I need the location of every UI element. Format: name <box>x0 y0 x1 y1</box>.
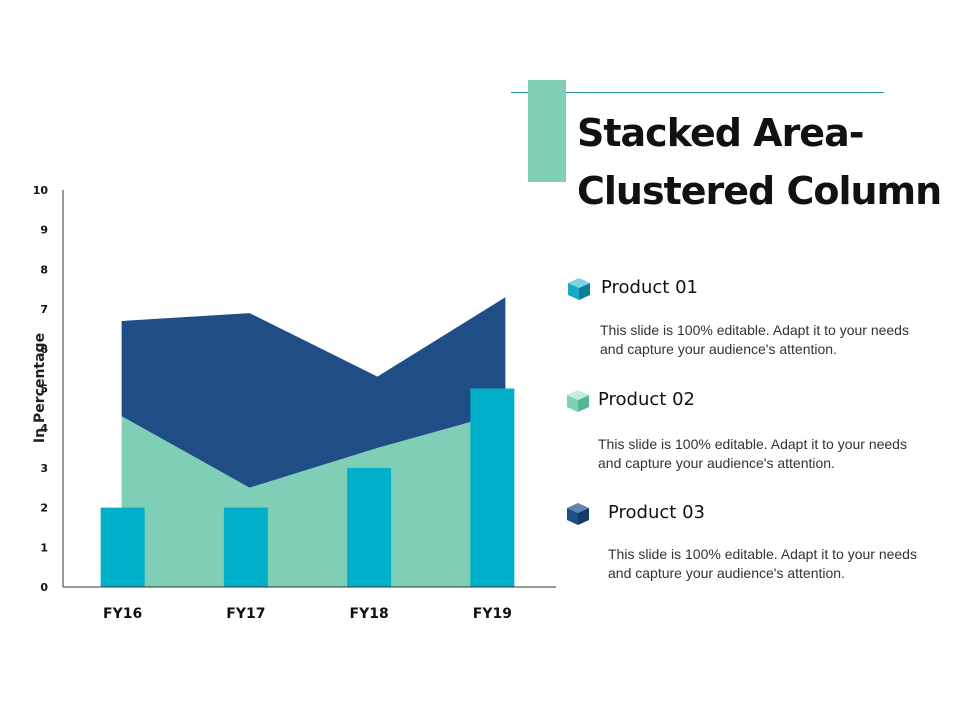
accent-block <box>528 80 566 182</box>
title-line-2: Clustered Column <box>577 169 942 213</box>
y-tick-label: 0 <box>40 581 48 594</box>
y-tick-label: 5 <box>40 383 48 396</box>
cube-icon <box>567 503 589 525</box>
product-01-title: Product 01 <box>601 277 698 298</box>
product-03-title: Product 03 <box>608 502 705 523</box>
column-bar <box>347 467 392 587</box>
column-bar <box>470 388 515 587</box>
cube-icon <box>567 390 589 412</box>
x-tick-label: FY17 <box>226 606 265 622</box>
product-02-title: Product 02 <box>598 389 695 410</box>
title-line-1: Stacked Area- <box>577 111 865 155</box>
x-tick-label: FY19 <box>473 606 512 622</box>
product-03-description: This slide is 100% editable. Adapt it to… <box>608 546 917 581</box>
y-tick-label: 4 <box>40 422 48 435</box>
y-tick-label: 9 <box>40 224 48 237</box>
x-tick-label: FY18 <box>350 606 389 622</box>
area-series-top <box>121 297 506 488</box>
column-bar <box>223 507 268 587</box>
y-tick-label: 2 <box>40 502 48 515</box>
product-02-description: This slide is 100% editable. Adapt it to… <box>598 436 907 471</box>
y-tick-label: 6 <box>40 343 48 356</box>
page-title: Stacked Area- Clustered Column <box>577 104 957 220</box>
stacked-area-clustered-column-chart: 0 1 2 3 4 5 6 7 8 9 10 FY16 FY17 FY18 FY19 In Percentag… <box>32 184 556 622</box>
x-tick-label: FY16 <box>103 606 142 622</box>
y-tick-label: 3 <box>40 462 48 475</box>
y-tick-label: 8 <box>40 263 48 276</box>
accent-line <box>511 92 884 93</box>
y-axis-label: In Percentage <box>32 333 48 443</box>
y-tick-label: 10 <box>33 184 49 197</box>
cube-icon <box>568 278 590 300</box>
y-tick-label: 7 <box>40 303 48 316</box>
y-tick-label: 1 <box>40 541 48 554</box>
column-bar <box>100 507 145 587</box>
area-series-bottom <box>121 412 506 587</box>
product-01-description: This slide is 100% editable. Adapt it to… <box>600 322 909 357</box>
